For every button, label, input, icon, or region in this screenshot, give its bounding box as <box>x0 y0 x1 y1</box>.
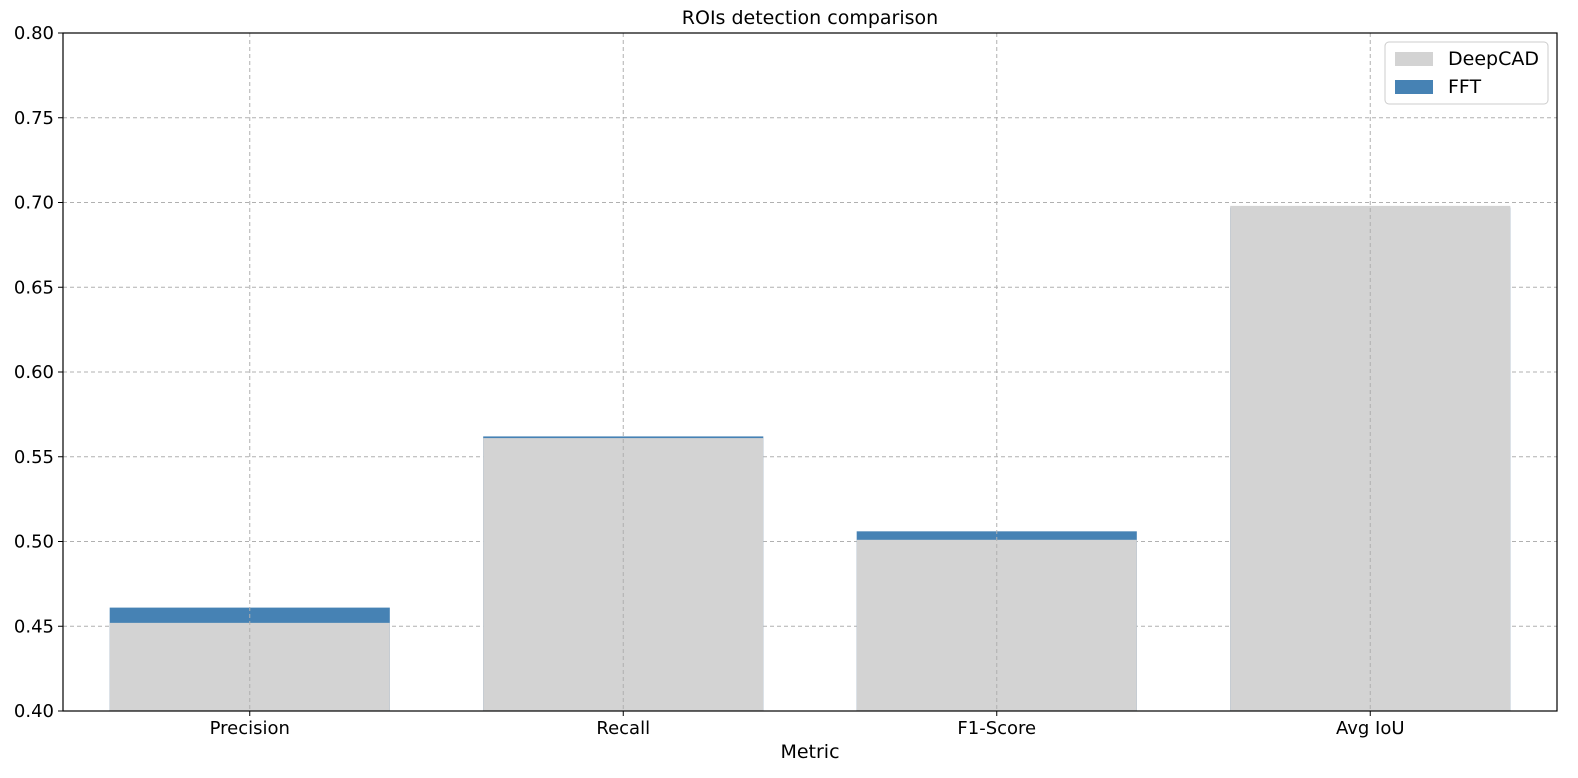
x-tick-label: Precision <box>210 718 290 739</box>
x-axis-ticks: Precision Recall F1-Score Avg IoU <box>210 711 1405 739</box>
y-tick-label: 0.80 <box>14 23 54 44</box>
bars <box>109 205 1511 711</box>
chart-title: ROIs detection comparison <box>682 7 938 29</box>
y-tick-label: 0.60 <box>14 362 54 383</box>
x-tick-label: Avg IoU <box>1336 718 1405 739</box>
x-axis-title: Metric <box>780 741 839 763</box>
vertical-grid-lines <box>249 33 1371 711</box>
legend-label-deepcad: DeepCAD <box>1448 48 1539 70</box>
legend-swatch-fft <box>1395 80 1433 94</box>
y-tick-label: 0.65 <box>14 277 54 298</box>
y-tick-label: 0.55 <box>14 447 54 468</box>
x-tick-label: Recall <box>596 718 650 739</box>
y-tick-label: 0.50 <box>14 532 54 553</box>
y-tick-label: 0.40 <box>14 701 54 722</box>
x-tick-label: F1-Score <box>957 718 1036 739</box>
y-tick-label: 0.45 <box>14 616 54 637</box>
y-tick-label: 0.75 <box>14 108 54 129</box>
y-tick-label: 0.70 <box>14 193 54 214</box>
y-axis-ticks: 0.40 0.45 0.50 0.55 0.60 0.65 0.70 0.75 0.80 <box>14 23 63 722</box>
legend-label-fft: FFT <box>1448 76 1482 98</box>
bar-deepcad-avg-iou <box>1230 205 1511 711</box>
legend: DeepCAD FFT <box>1384 41 1549 105</box>
legend-swatch-deepcad <box>1395 52 1433 66</box>
